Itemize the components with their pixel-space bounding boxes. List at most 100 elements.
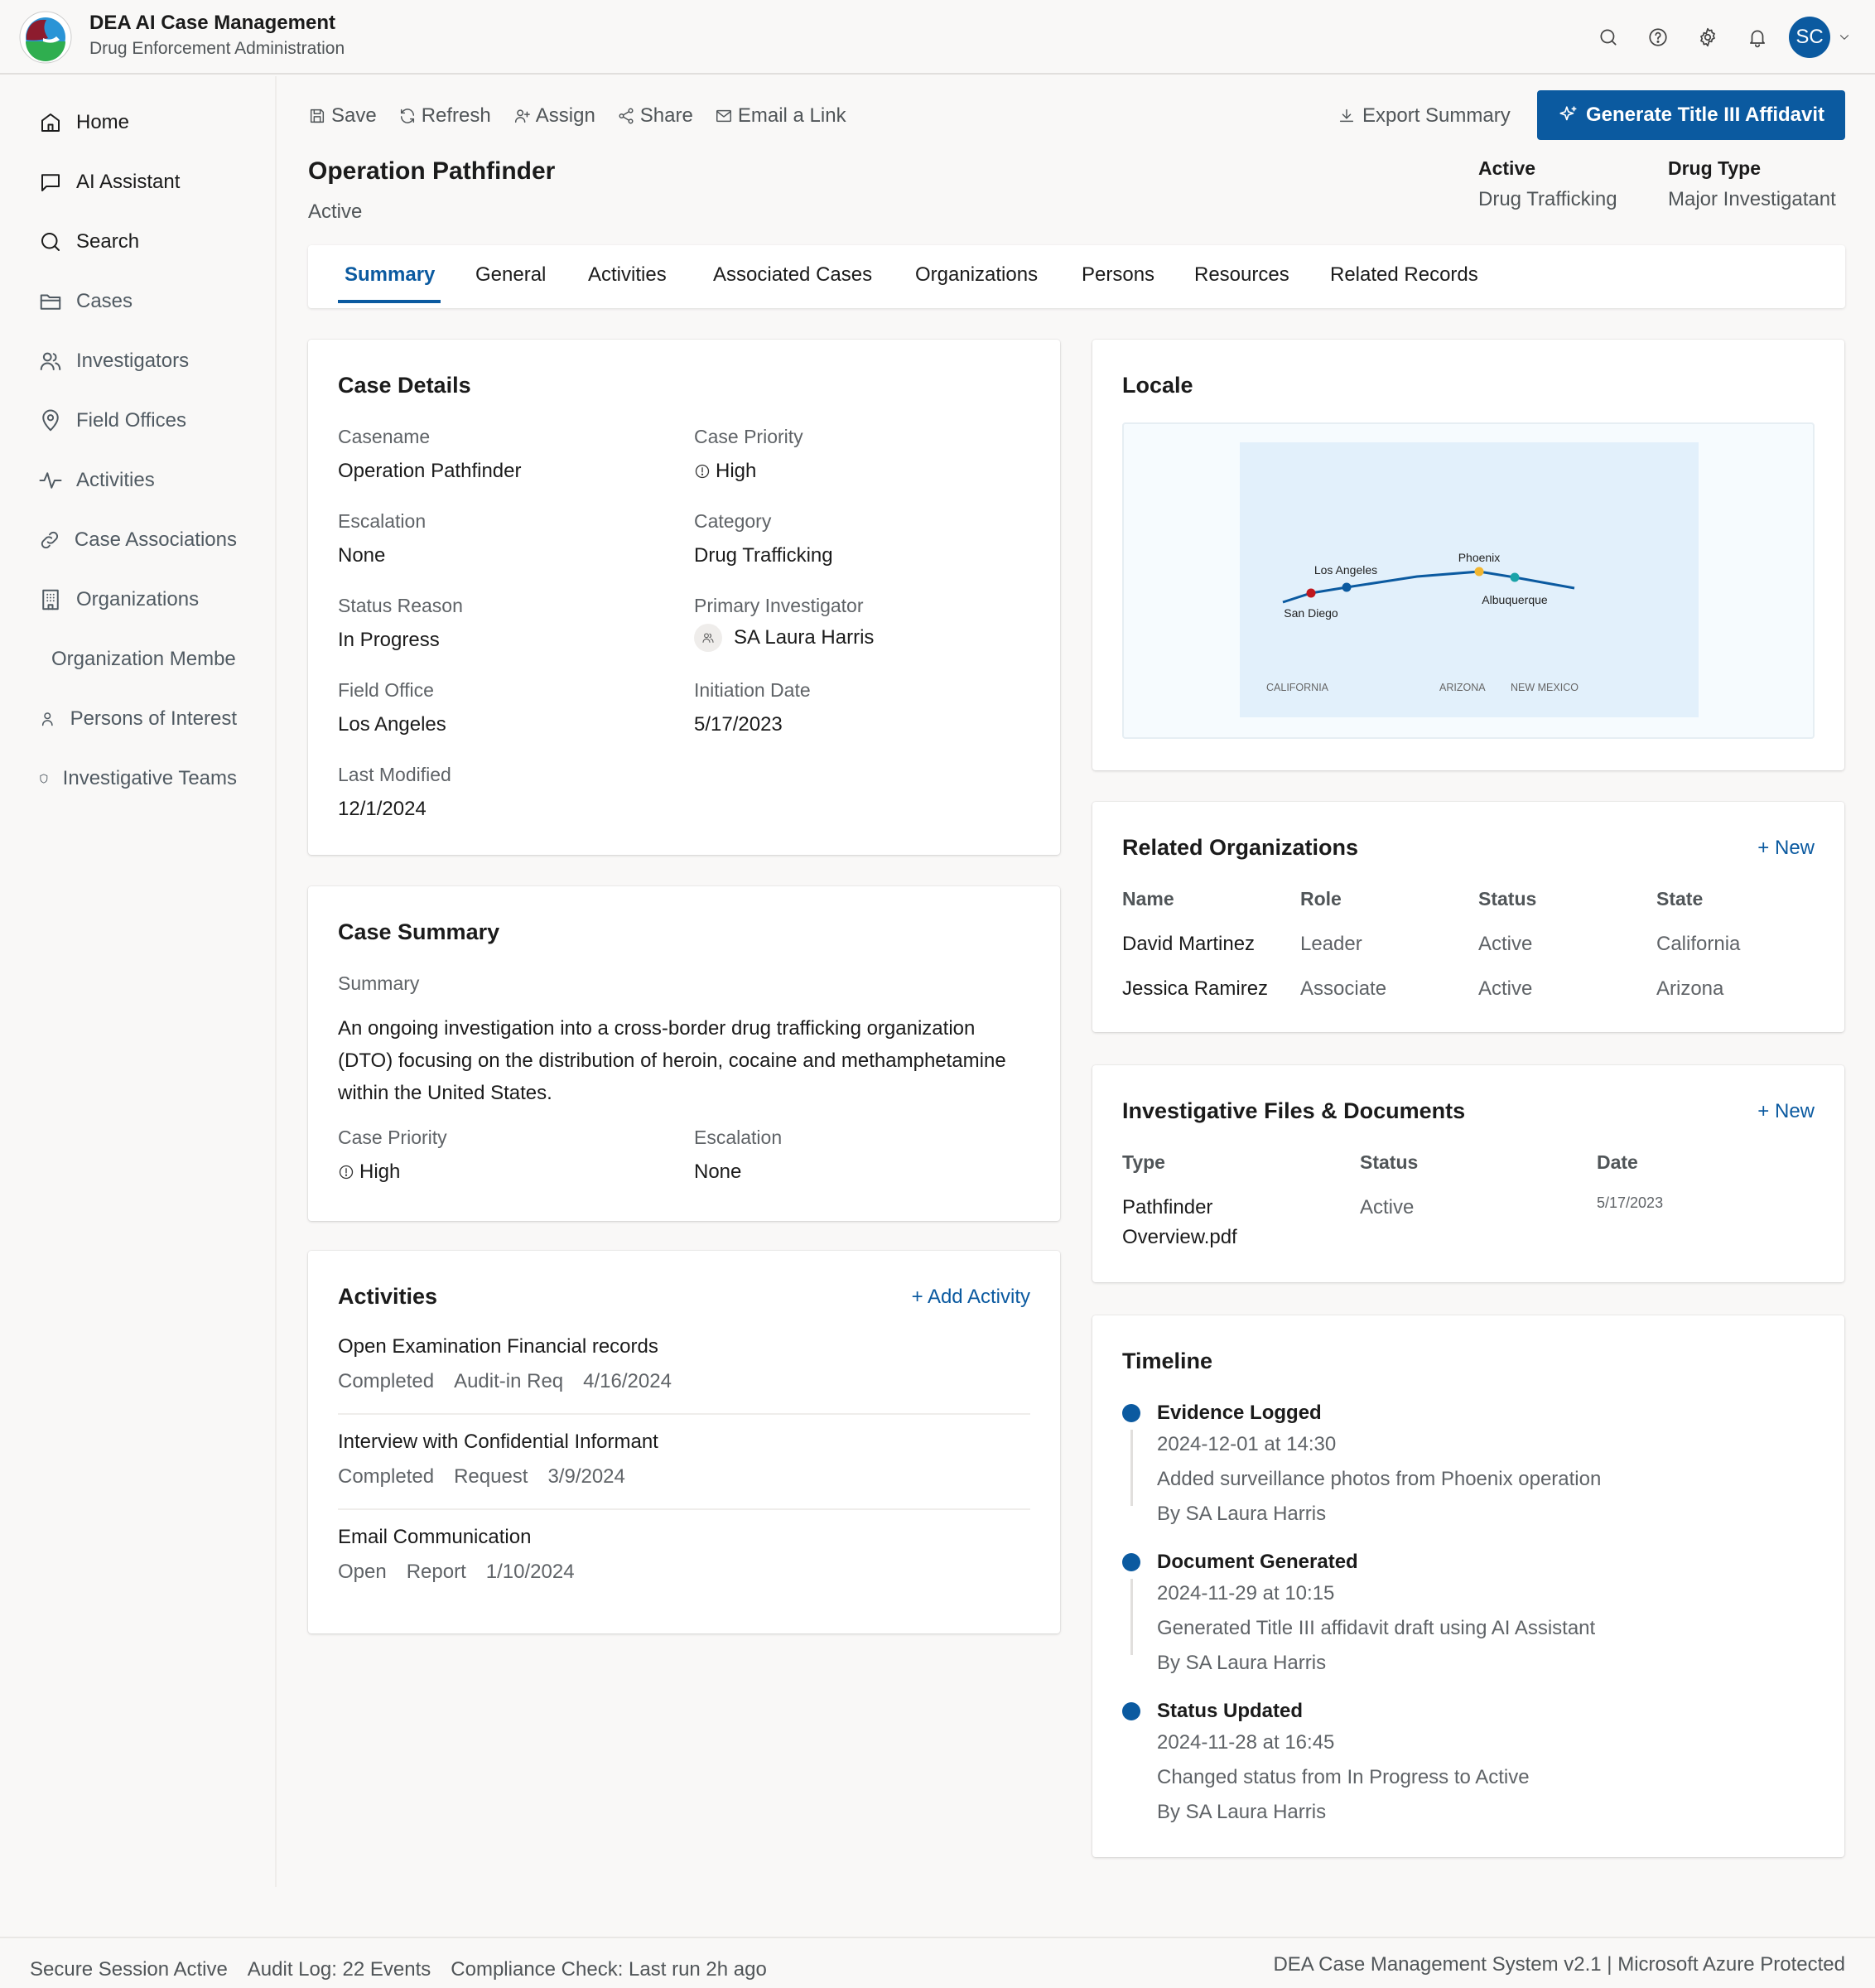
activity-title[interactable]: Interview with Confidential Informant [338,1431,658,1453]
mail-icon [716,109,731,123]
save-button[interactable]: Save [308,104,377,128]
sidebar-item-cases[interactable]: Cases [38,285,237,318]
refresh-label: Refresh [421,104,491,127]
sidebar-item-case-associations[interactable]: Case Associations [38,524,237,557]
sidebar: Home AI Assistant Search Cases Investiga… [0,76,277,1887]
tab-persons[interactable]: Persons [1082,263,1155,286]
sidebar-item-persons-of-interest[interactable]: Persons of Interest [38,702,237,736]
field-office-value: Los Angeles [338,713,446,736]
sidebar-item-field-offices[interactable]: Field Offices [38,404,237,437]
org-role: Associate [1300,977,1387,1000]
activity-status: Completed [338,1465,435,1488]
sidebar-item-label: Cases [76,290,133,312]
column-header: Status [1360,1151,1419,1173]
sparkle-icon [1559,106,1577,121]
field-label: Last Modified [338,764,451,785]
email-link-button[interactable]: Email a Link [715,104,846,128]
sidebar-item-investigators[interactable]: Investigators [38,345,237,378]
sidebar-item-investigative-teams[interactable]: Investigative Teams [38,762,237,795]
column-header: Name [1122,888,1174,910]
column-header: Type [1122,1151,1165,1173]
search-icon[interactable] [1583,15,1633,60]
refresh-icon [400,109,414,123]
footer-status-group: Secure Session Active Audit Log: 22 Even… [30,1958,767,1981]
column-header: Date [1597,1151,1638,1173]
event-desc: Changed status from In Progress to Activ… [1157,1766,1530,1788]
sidebar-item-organizations[interactable]: Organizations [38,583,237,616]
meta-value: Drug Trafficking [1478,188,1617,210]
sidebar-item-ai-assistant[interactable]: AI Assistant [38,166,237,199]
timeline-dot [1122,1404,1140,1422]
primary-investigator-value[interactable]: SA Laura Harris [694,624,874,652]
locale-map[interactable]: San Diego Los Angeles Phoenix Albuquerqu… [1122,422,1815,739]
top-header: DEA AI Case Management Drug Enforcement … [0,0,1875,75]
field-label: Primary Investigator [694,595,864,616]
tab-organizations[interactable]: Organizations [915,263,1039,286]
activity-title[interactable]: Open Examination Financial records [338,1335,658,1358]
new-file-button[interactable]: + New [1757,1100,1815,1122]
org-name[interactable]: David Martinez [1122,933,1256,955]
escalation-value: None [694,1160,742,1183]
state-label-new-mexico: NEW MEXICO [1511,682,1579,693]
field-label: Casename [338,426,431,447]
sidebar-item-activities[interactable]: Activities [38,464,237,497]
export-summary-button[interactable]: Export Summary [1338,98,1511,134]
file-name-line1[interactable]: Pathfinder [1122,1196,1213,1218]
help-icon[interactable] [1633,15,1683,60]
search-icon [41,233,60,251]
tab-summary[interactable]: Summary [345,263,436,286]
sidebar-item-label: Field Offices [76,409,186,432]
refresh-button[interactable]: Refresh [398,104,491,128]
sidebar-item-home[interactable]: Home [38,106,237,139]
activity-type: Request [454,1465,528,1488]
link-icon [41,531,59,549]
activity-date: 1/10/2024 [485,1561,575,1583]
user-avatar[interactable]: SC [1789,17,1830,58]
initiation-date-value: 5/17/2023 [694,713,783,736]
sidebar-item-organization-members[interactable]: Organization Members [38,643,237,676]
sidebar-item-search[interactable]: Search [38,225,237,258]
file-name-line2[interactable]: Overview.pdf [1122,1226,1237,1248]
investigator-avatar [694,624,722,652]
email-label: Email a Link [737,104,846,127]
tab-resources[interactable]: Resources [1194,263,1289,286]
event-author: By SA Laura Harris [1157,1801,1327,1823]
folder-icon [40,294,61,310]
share-button[interactable]: Share [617,104,693,128]
new-organization-button[interactable]: + New [1757,837,1815,859]
activity-title[interactable]: Email Communication [338,1526,532,1548]
org-state: California [1656,933,1741,955]
assign-button[interactable]: Assign [513,104,595,128]
field-label: Case Priority [694,426,803,447]
priority-text: High [716,460,757,482]
add-activity-button[interactable]: + Add Activity [911,1286,1030,1308]
activity-status: Open [338,1561,387,1583]
audit-log-count[interactable]: Audit Log: 22 Events [247,1958,431,1981]
card-title: Activities [338,1284,438,1309]
org-status: Active [1478,933,1533,955]
users-icon [702,633,714,643]
sidebar-item-label: Search [76,230,140,253]
tab-related-records[interactable]: Related Records [1330,263,1478,286]
field-label: Escalation [694,1127,783,1148]
alert-circle-icon [695,464,710,479]
bell-icon[interactable] [1733,15,1782,60]
file-status: Active [1360,1196,1415,1218]
sidebar-item-label: AI Assistant [76,171,181,193]
page-title: Operation Pathfinder [308,157,556,185]
meta-value: Major Investigatant [1668,188,1836,210]
compliance-check-status: Compliance Check: Last run 2h ago [451,1958,767,1981]
generate-affidavit-button[interactable]: Generate Title III Affidavit [1537,90,1845,140]
column-header: Role [1300,888,1342,910]
gear-icon[interactable] [1683,15,1733,60]
tab-bar: Summary General Activities Associated Ca… [308,245,1845,308]
org-name[interactable]: Jessica Ramirez [1122,977,1269,1000]
divider [338,1508,1030,1510]
case-details-card: Case Details Casename Operation Pathfind… [308,340,1060,855]
field-label: Category [694,510,772,532]
tab-activities[interactable]: Activities [588,263,667,286]
timeline-card: Timeline Evidence Logged 2024-12-01 at 1… [1092,1315,1844,1857]
chevron-down-icon[interactable] [1830,15,1858,60]
tab-associated-cases[interactable]: Associated Cases [713,263,873,286]
tab-general[interactable]: General [475,263,547,286]
